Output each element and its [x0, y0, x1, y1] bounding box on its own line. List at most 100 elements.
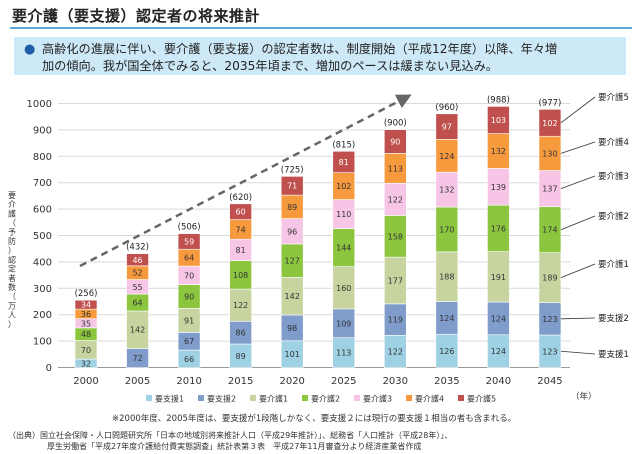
- bar-value-label: 55: [132, 283, 142, 292]
- callout-leader-line: [560, 317, 596, 320]
- y-tick-label: 300: [33, 284, 52, 295]
- bullet-icon: ●: [24, 42, 36, 57]
- bar-value-label: 119: [388, 316, 403, 325]
- legend-label: 要介護3: [363, 394, 392, 404]
- bar-value-label: 91: [184, 316, 194, 325]
- bar-value-label: 132: [491, 147, 506, 156]
- callout-label: 要介護1: [598, 259, 629, 270]
- y-axis-label-char: 定: [8, 264, 16, 274]
- bar-total-label: (725): [281, 165, 304, 175]
- legend-label: 要支援1: [155, 394, 184, 404]
- legend-label: 要介護2: [311, 394, 340, 404]
- bar-total-label: (256): [75, 289, 98, 299]
- bar-value-label: 66: [184, 355, 194, 364]
- bar-total-label: (620): [229, 193, 252, 203]
- bar-value-label: 70: [81, 346, 91, 355]
- y-tick-label: 100: [33, 337, 52, 348]
- x-tick-label: 2025: [331, 376, 356, 387]
- bar-segment: [487, 106, 510, 134]
- bar-segment: [126, 253, 149, 267]
- bar-value-label: 176: [491, 224, 506, 233]
- bar-total-label: (960): [435, 103, 458, 113]
- x-tick-label: 2010: [176, 376, 201, 387]
- y-axis-label-char: 数: [8, 282, 16, 292]
- bar-segment: [177, 233, 201, 250]
- bar-value-label: 60: [236, 208, 246, 217]
- trend-arrow: [79, 94, 412, 268]
- bar-total-label: (988): [487, 95, 510, 105]
- bar-value-label: 124: [439, 152, 454, 161]
- bar-value-label: 189: [542, 274, 557, 283]
- x-tick-label: 2000: [73, 376, 98, 387]
- bar-value-label: 170: [439, 225, 454, 234]
- bar-value-label: 144: [336, 244, 351, 253]
- legend-swatch: [354, 395, 360, 401]
- y-tick-label: 800: [33, 152, 52, 163]
- callout-leader-line: [560, 141, 596, 154]
- bar-value-label: 174: [542, 226, 557, 235]
- bar-value-label: 71: [287, 182, 297, 191]
- bar-value-label: 142: [285, 292, 300, 301]
- bar-total-label: (977): [539, 98, 562, 108]
- bar-value-label: 126: [439, 347, 454, 356]
- callout-leader-line: [560, 175, 596, 190]
- bar-value-label: 177: [388, 277, 403, 286]
- x-tick-label: 2045: [537, 376, 562, 387]
- bar-value-label: 139: [491, 183, 506, 192]
- bar-value-label: 89: [287, 203, 297, 212]
- bar-value-label: 122: [388, 195, 403, 204]
- y-tick-label: 1000: [27, 99, 52, 110]
- callout-leader-line: [560, 263, 596, 278]
- bar-value-label: 122: [233, 301, 248, 310]
- legend-label: 要支援2: [207, 394, 236, 404]
- x-tick-label: 2040: [486, 376, 511, 387]
- bar-value-label: 70: [184, 271, 194, 280]
- y-axis-label-char: 者: [8, 274, 16, 283]
- bar-value-label: 188: [439, 273, 454, 282]
- bar-value-label: 89: [236, 352, 246, 361]
- bar-value-label: 101: [285, 350, 300, 359]
- callout-leader-line: [560, 215, 596, 231]
- source-label: （出典）: [8, 431, 40, 440]
- bar-value-label: 35: [81, 319, 91, 328]
- legend-label: 要介護5: [467, 394, 496, 404]
- bar-value-label: 110: [336, 210, 351, 219]
- bar-value-label: 137: [542, 185, 557, 194]
- y-axis-label-char: ）: [8, 320, 16, 329]
- callout-label: 要支援2: [598, 313, 629, 324]
- y-axis-label-char: 介: [8, 200, 16, 209]
- legend-swatch: [302, 395, 308, 401]
- source-line-1: 国立社会保障・人口問題研究所「日本の地域別将来推計人口（平成29年推計）」、総務…: [40, 431, 453, 440]
- legend-swatch: [198, 395, 204, 401]
- source-line-2: 厚生労働省「平成27年度介護給付費実態調査」統計表第３表 平成27年11月審査分…: [47, 442, 422, 451]
- bar-value-label: 48: [81, 330, 91, 339]
- x-tick-label: 2030: [383, 376, 408, 387]
- callout-label: 要支援1: [598, 349, 629, 360]
- page-title: 要介護（要支援）認定者の将来推計: [12, 7, 261, 25]
- y-axis-label-char: （: [8, 292, 16, 301]
- y-axis-label-char: 要: [8, 191, 16, 200]
- bar-value-label: 81: [339, 158, 349, 167]
- bar-value-label: 64: [132, 299, 142, 308]
- y-axis-label-char: 予: [8, 228, 16, 237]
- y-axis-label-char: 認: [8, 254, 16, 264]
- bar-value-label: 127: [285, 257, 300, 266]
- bar-value-label: 130: [542, 149, 557, 158]
- x-tick-label: 2020: [279, 376, 304, 387]
- title-underline: [10, 27, 632, 29]
- callout-label: 要介護4: [598, 137, 629, 148]
- bar-value-label: 113: [388, 164, 403, 173]
- bar-value-label: 124: [491, 314, 506, 323]
- bar-value-label: 97: [442, 123, 452, 132]
- y-tick-label: 0: [46, 363, 52, 374]
- legend-swatch: [406, 395, 412, 401]
- bar-value-label: 34: [81, 301, 91, 310]
- legend-label: 要介護4: [415, 394, 444, 404]
- bar-value-label: 72: [132, 354, 142, 363]
- bar-value-label: 123: [542, 347, 557, 356]
- bar-total-label: (900): [384, 119, 407, 129]
- bar-segment: [229, 203, 252, 220]
- bar-value-label: 124: [491, 347, 506, 356]
- bar-value-label: 122: [388, 347, 403, 356]
- bar-value-label: 124: [439, 314, 454, 323]
